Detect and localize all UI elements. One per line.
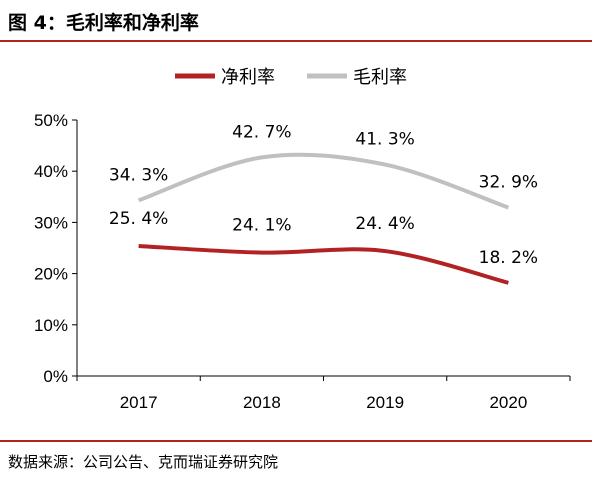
x-tick-label: 2017 bbox=[120, 393, 158, 412]
y-tick-label: 30% bbox=[34, 213, 68, 232]
source-divider bbox=[0, 440, 592, 442]
net-margin-legend-label: 净利率 bbox=[221, 67, 275, 88]
y-tick-label: 20% bbox=[34, 265, 68, 284]
x-tick-label: 2019 bbox=[366, 393, 404, 412]
y-tick-label: 50% bbox=[34, 111, 68, 130]
title-divider bbox=[0, 40, 592, 42]
figure-title: 图 4：毛利率和净利率 bbox=[8, 12, 199, 34]
gross-margin-data-label: 34. 3% bbox=[109, 165, 168, 185]
chart-legend: 净利率 毛利率 bbox=[175, 67, 407, 88]
net-margin-data-label: 24. 1% bbox=[232, 216, 291, 236]
chart-series bbox=[137, 152, 510, 285]
gross-margin-legend-label: 毛利率 bbox=[353, 67, 407, 88]
net-margin-data-label: 25. 4% bbox=[109, 209, 168, 229]
net-margin-data-label: 24. 4% bbox=[355, 214, 414, 234]
data-source-note: 数据来源：公司公告、克而瑞证券研究院 bbox=[8, 453, 279, 471]
x-tick-label: 2018 bbox=[243, 393, 281, 412]
gross-margin-data-label: 32. 9% bbox=[479, 173, 538, 193]
y-tick-label: 10% bbox=[34, 316, 68, 335]
net-margin-line bbox=[138, 243, 509, 285]
chart-axes: 0% 10% 20% 30% 40% 50% 2017 2018 2019 2020 bbox=[34, 111, 571, 412]
y-tick-label: 0% bbox=[43, 367, 68, 386]
x-tick-label: 2020 bbox=[489, 393, 527, 412]
net-margin-data-label: 18. 2% bbox=[479, 248, 538, 268]
chart-data-labels: 25. 4% 24. 1% 24. 4% 18. 2% 34. 3% 42. 7% 41. … bbox=[109, 122, 538, 267]
y-tick-label: 40% bbox=[34, 162, 68, 181]
gross-margin-line bbox=[137, 152, 510, 210]
gross-margin-data-label: 41. 3% bbox=[355, 130, 414, 150]
gross-margin-data-label: 42. 7% bbox=[232, 122, 291, 142]
